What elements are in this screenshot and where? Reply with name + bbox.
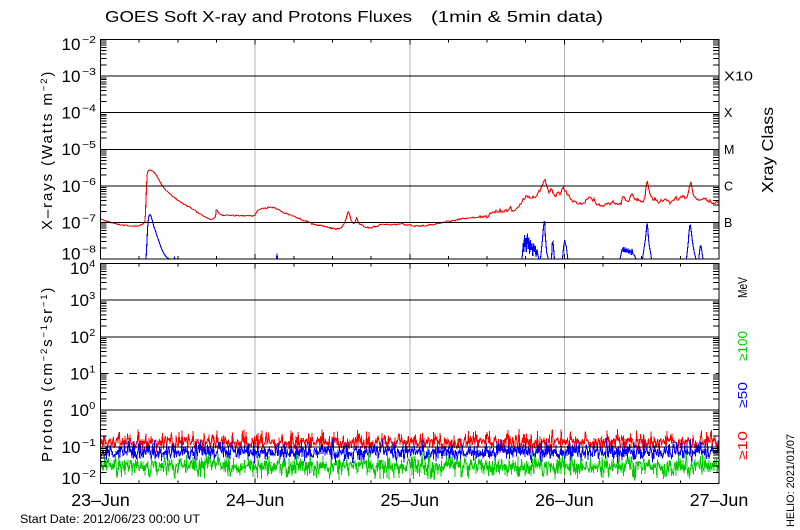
- svg-text:23–Jun: 23–Jun: [71, 490, 130, 510]
- svg-text:10: 10: [62, 245, 81, 263]
- svg-text:3: 3: [89, 291, 95, 302]
- svg-text:10: 10: [62, 36, 81, 54]
- svg-text:1: 1: [89, 365, 95, 376]
- svg-text:10: 10: [70, 260, 89, 278]
- svg-text:(1min & 5min data): (1min & 5min data): [431, 9, 603, 26]
- svg-text:2: 2: [89, 328, 95, 339]
- svg-text:−1: −1: [82, 438, 97, 449]
- svg-text:10: 10: [62, 439, 81, 457]
- svg-text:−2: −2: [82, 35, 97, 46]
- svg-text:27–Jun: 27–Jun: [690, 490, 749, 510]
- svg-text:GOES Soft X-ray and Protons Fl: GOES Soft X-ray and Protons Fluxes: [105, 9, 412, 26]
- svg-text:10: 10: [62, 105, 81, 123]
- svg-text:10: 10: [62, 68, 81, 86]
- svg-text:Protons (cm−2s−1sr−1): Protons (cm−2s−1sr−1): [39, 286, 56, 462]
- svg-text:10: 10: [70, 366, 89, 384]
- svg-text:10: 10: [70, 329, 89, 347]
- svg-text:−6: −6: [82, 177, 97, 188]
- svg-text:10: 10: [70, 402, 89, 420]
- svg-text:0: 0: [89, 401, 95, 412]
- svg-text:−2: −2: [82, 469, 97, 480]
- svg-text:10: 10: [62, 141, 81, 159]
- svg-text:10: 10: [62, 178, 81, 196]
- svg-text:10: 10: [70, 292, 89, 310]
- svg-text:M: M: [724, 143, 734, 157]
- svg-text:X: X: [724, 106, 733, 120]
- svg-text:Xray Class: Xray Class: [760, 107, 777, 193]
- svg-text:MeV: MeV: [735, 277, 750, 298]
- svg-text:−3: −3: [82, 67, 97, 78]
- svg-text:−7: −7: [82, 213, 97, 224]
- svg-text:≥100: ≥100: [735, 331, 750, 361]
- svg-text:−4: −4: [82, 104, 97, 115]
- svg-text:10: 10: [62, 470, 81, 488]
- svg-text:10: 10: [62, 214, 81, 232]
- svg-text:X–rays (Watts m−2): X–rays (Watts m−2): [39, 70, 56, 230]
- svg-text:−5: −5: [82, 140, 97, 151]
- svg-text:B: B: [724, 216, 732, 230]
- svg-text:X10: X10: [724, 70, 753, 84]
- svg-text:−8: −8: [82, 244, 97, 255]
- svg-text:26–Jun: 26–Jun: [535, 490, 594, 510]
- svg-text:HELIO: 2021/01/07: HELIO: 2021/01/07: [785, 434, 797, 527]
- svg-text:≥50: ≥50: [735, 382, 750, 408]
- svg-text:C: C: [724, 179, 733, 193]
- svg-text:≥10: ≥10: [735, 431, 750, 460]
- svg-text:25–Jun: 25–Jun: [381, 490, 440, 510]
- svg-text:Start Date: 2012/06/23 00:00 U: Start Date: 2012/06/23 00:00 UT: [20, 514, 200, 526]
- svg-text:4: 4: [89, 259, 95, 270]
- svg-text:24–Jun: 24–Jun: [226, 490, 285, 510]
